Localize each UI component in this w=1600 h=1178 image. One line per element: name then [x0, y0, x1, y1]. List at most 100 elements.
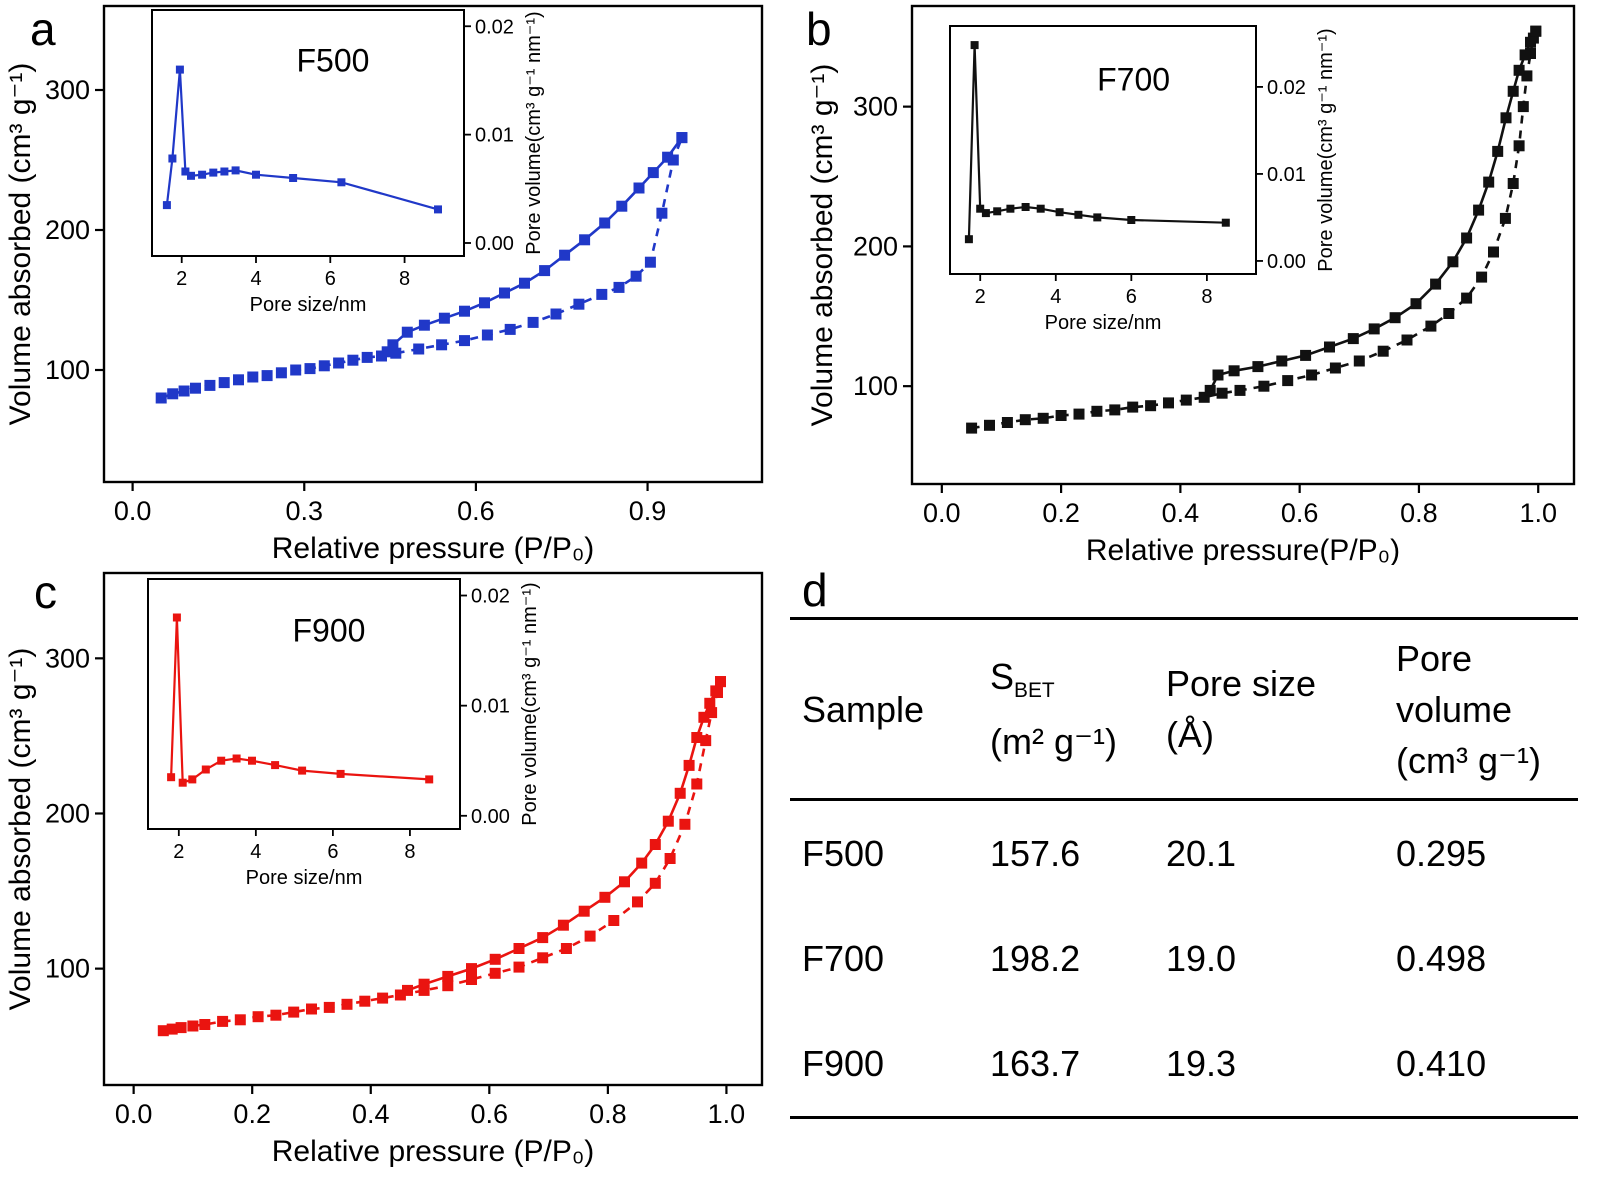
table-rule-bottom — [790, 1116, 1578, 1119]
cell-pore-size: 19.0 — [1166, 937, 1237, 979]
cell-pore-volume: 0.498 — [1396, 937, 1487, 979]
cell-sample: F500 — [802, 832, 885, 874]
cell-sample: F900 — [802, 1042, 885, 1084]
cell-pore-size: 19.3 — [1166, 1042, 1237, 1084]
svg-text:0.0: 0.0 — [115, 1099, 153, 1129]
svg-text:2: 2 — [975, 286, 986, 308]
table-row-f700: F700 198.2 19.0 0.498 — [790, 906, 1578, 1011]
svg-text:100: 100 — [45, 954, 90, 984]
cell-pore-size: 20.1 — [1166, 832, 1237, 874]
f700-isotherm-chart: 0.0 0.2 0.4 0.6 0.8 1.0 100 200 300 Relative pres… — [806, 4, 1576, 565]
svg-text:0.8: 0.8 — [1400, 498, 1438, 528]
table-rule-top — [790, 617, 1578, 620]
svg-text:Pore size/nm: Pore size/nm — [1045, 312, 1162, 334]
f500-isotherm-chart: 0.0 0.3 0.6 0.9 100 200 300 Relative pressure (… — [4, 4, 764, 565]
svg-text:0.02: 0.02 — [471, 586, 510, 608]
svg-text:0.6: 0.6 — [1281, 498, 1319, 528]
header-sbet: SBET (m² g⁻¹) — [990, 651, 1166, 767]
svg-text:300: 300 — [45, 75, 90, 105]
svg-text:0.01: 0.01 — [475, 125, 514, 147]
svg-text:0.6: 0.6 — [471, 1099, 509, 1129]
header-pore-size-label: Pore size — [1166, 663, 1317, 704]
cell-sample: F700 — [802, 937, 885, 979]
svg-text:300: 300 — [853, 92, 898, 122]
panel-b: b 0.0 0.2 0.4 0.6 0.8 1.0 100 200 300 Relative pr… — [800, 0, 1600, 565]
svg-text:100: 100 — [853, 371, 898, 401]
svg-text:Volume absorbed (cm³ g⁻¹): Volume absorbed (cm³ g⁻¹) — [806, 64, 839, 427]
svg-text:8: 8 — [399, 268, 410, 290]
svg-text:0.4: 0.4 — [1162, 498, 1200, 528]
svg-text:4: 4 — [1050, 286, 1061, 308]
svg-text:Relative pressure(P/P₀): Relative pressure(P/P₀) — [1086, 534, 1400, 565]
svg-text:1.0: 1.0 — [1519, 498, 1557, 528]
cell-pore-volume: 0.410 — [1396, 1042, 1487, 1084]
svg-text:0.00: 0.00 — [1267, 251, 1306, 273]
panel-b-letter: b — [806, 3, 832, 55]
panel-a: a 0.0 0.3 0.6 0.9 100 200 300 Relative pressure… — [0, 0, 790, 565]
svg-text:6: 6 — [325, 268, 336, 290]
svg-text:Volume absorbed (cm³ g⁻¹): Volume absorbed (cm³ g⁻¹) — [4, 63, 37, 426]
svg-text:0.6: 0.6 — [457, 496, 495, 526]
svg-text:Relative pressure (P/P₀): Relative pressure (P/P₀) — [272, 1135, 595, 1168]
panel-a-letter: a — [30, 3, 56, 55]
svg-text:Pore volume(cm³ g⁻¹ nm⁻¹): Pore volume(cm³ g⁻¹ nm⁻¹) — [523, 11, 545, 254]
svg-text:300: 300 — [45, 643, 90, 673]
svg-text:Pore size/nm: Pore size/nm — [246, 867, 363, 889]
header-sbet-subscript: BET — [1014, 679, 1055, 703]
panel-d-letter: d — [802, 564, 828, 616]
cell-pore-volume: 0.295 — [1396, 832, 1487, 874]
header-sample: Sample — [802, 684, 990, 735]
svg-text:6: 6 — [327, 841, 338, 863]
header-pore-volume-unit: (cm³ g⁻¹) — [1396, 739, 1541, 781]
svg-text:2: 2 — [176, 268, 187, 290]
header-pore-size: Pore size (Å) — [1166, 658, 1396, 760]
panel-d: d Sample SBET (m² g⁻¹) Pore size (Å) Por… — [790, 565, 1600, 1178]
svg-text:Pore volume(cm³ g⁻¹ nm⁻¹): Pore volume(cm³ g⁻¹ nm⁻¹) — [519, 582, 541, 825]
svg-text:0.00: 0.00 — [475, 233, 514, 255]
svg-text:0.02: 0.02 — [475, 16, 514, 38]
svg-text:0.00: 0.00 — [471, 806, 510, 828]
header-pore-volume-label1: Pore — [1396, 637, 1473, 679]
table-rule-mid — [790, 798, 1578, 801]
svg-text:Relative pressure (P/P₀): Relative pressure (P/P₀) — [272, 532, 595, 565]
svg-text:0.01: 0.01 — [1267, 164, 1306, 186]
header-pore-volume: Pore volume (cm³ g⁻¹) — [1396, 633, 1578, 786]
table-header-row: Sample SBET (m² g⁻¹) Pore size (Å) Pore … — [790, 620, 1578, 798]
svg-text:Pore volume(cm³ g⁻¹ nm⁻¹): Pore volume(cm³ g⁻¹ nm⁻¹) — [1315, 28, 1337, 271]
cell-sbet: 198.2 — [990, 937, 1081, 979]
svg-text:200: 200 — [45, 215, 90, 245]
svg-text:F500: F500 — [296, 43, 369, 79]
header-sbet-label: SBET — [990, 651, 1166, 716]
svg-text:1.0: 1.0 — [708, 1099, 746, 1129]
f900-isotherm-chart: 0.0 0.2 0.4 0.6 0.8 1.0 100 200 300 Relative pres… — [4, 571, 764, 1168]
header-sample-label: Sample — [802, 688, 925, 730]
svg-text:8: 8 — [404, 841, 415, 863]
svg-text:0.0: 0.0 — [923, 498, 961, 528]
svg-text:0.4: 0.4 — [352, 1099, 390, 1129]
svg-text:2: 2 — [173, 841, 184, 863]
header-pore-size-unit: (Å) — [1166, 714, 1214, 755]
table-row-f500: F500 157.6 20.1 0.295 — [790, 801, 1578, 906]
svg-text:0.3: 0.3 — [285, 496, 323, 526]
svg-text:6: 6 — [1126, 286, 1137, 308]
svg-text:0.01: 0.01 — [471, 696, 510, 718]
cell-sbet: 163.7 — [990, 1042, 1081, 1084]
svg-text:0.2: 0.2 — [1042, 498, 1080, 528]
table-row-f900: F900 163.7 19.3 0.410 — [790, 1011, 1578, 1116]
svg-text:100: 100 — [45, 355, 90, 385]
svg-text:200: 200 — [853, 231, 898, 261]
cell-sbet: 157.6 — [990, 832, 1081, 874]
summary-table: Sample SBET (m² g⁻¹) Pore size (Å) Pore … — [790, 617, 1578, 1119]
svg-text:0.0: 0.0 — [114, 496, 152, 526]
svg-text:Volume absorbed (cm³ g⁻¹): Volume absorbed (cm³ g⁻¹) — [4, 648, 37, 1011]
svg-text:0.8: 0.8 — [589, 1099, 627, 1129]
panel-c: c 0.0 0.2 0.4 0.6 0.8 1.0 100 200 300 Relative pr… — [0, 565, 790, 1178]
svg-text:4: 4 — [250, 268, 261, 290]
panel-c-letter: c — [34, 566, 57, 618]
svg-text:0.9: 0.9 — [629, 496, 667, 526]
svg-text:0.02: 0.02 — [1267, 77, 1306, 99]
svg-text:Pore size/nm: Pore size/nm — [250, 294, 367, 316]
svg-text:F700: F700 — [1097, 61, 1170, 97]
svg-text:200: 200 — [45, 798, 90, 828]
header-pore-volume-label2: volume — [1396, 688, 1513, 730]
